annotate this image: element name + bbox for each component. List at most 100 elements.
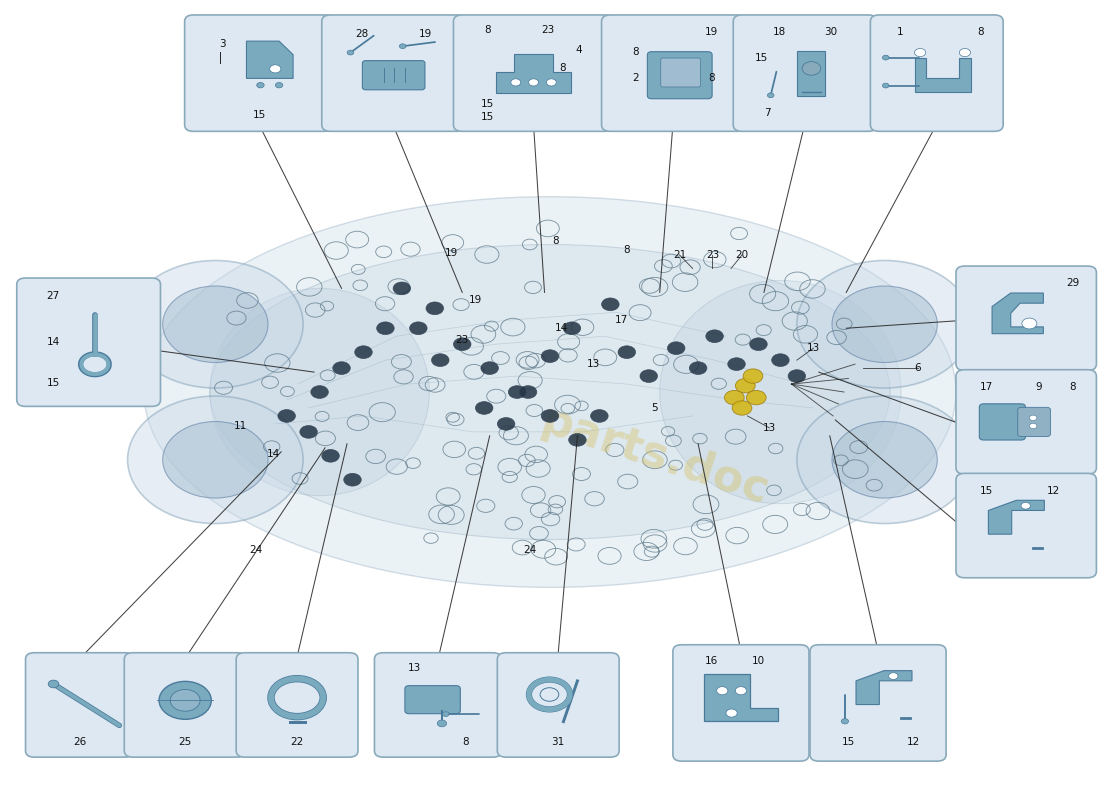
Circle shape (959, 49, 970, 57)
Circle shape (510, 78, 520, 86)
Circle shape (832, 286, 937, 362)
Text: 3: 3 (219, 39, 225, 49)
Circle shape (270, 65, 280, 73)
FancyBboxPatch shape (979, 404, 1025, 440)
Polygon shape (989, 500, 1044, 534)
Circle shape (733, 401, 752, 415)
Circle shape (1022, 318, 1037, 329)
Text: 16: 16 (705, 657, 718, 666)
Circle shape (725, 390, 745, 405)
Polygon shape (704, 674, 778, 722)
Circle shape (744, 369, 763, 383)
FancyBboxPatch shape (374, 653, 502, 757)
FancyBboxPatch shape (870, 15, 1003, 131)
Ellipse shape (210, 245, 890, 539)
Circle shape (376, 322, 394, 334)
Text: 23: 23 (706, 250, 719, 260)
Text: 20: 20 (736, 250, 749, 260)
FancyBboxPatch shape (25, 653, 134, 757)
Text: 24: 24 (524, 545, 537, 555)
Text: 19: 19 (419, 29, 432, 38)
Circle shape (128, 396, 304, 523)
FancyBboxPatch shape (956, 370, 1097, 474)
Text: 19: 19 (469, 294, 482, 305)
Circle shape (128, 261, 304, 388)
Circle shape (275, 82, 283, 88)
Circle shape (453, 338, 471, 350)
Circle shape (832, 422, 937, 498)
FancyBboxPatch shape (661, 58, 701, 87)
Text: 13: 13 (762, 423, 777, 433)
Text: 7: 7 (763, 107, 771, 118)
Circle shape (1021, 502, 1031, 509)
Circle shape (278, 410, 296, 422)
Circle shape (889, 673, 898, 679)
FancyBboxPatch shape (810, 645, 946, 761)
Circle shape (750, 338, 768, 350)
FancyBboxPatch shape (405, 686, 460, 714)
Text: 31: 31 (551, 737, 565, 746)
Polygon shape (914, 58, 970, 92)
Circle shape (519, 386, 537, 398)
Circle shape (426, 302, 443, 314)
Text: 8: 8 (559, 63, 565, 73)
Ellipse shape (660, 281, 901, 504)
Text: 25: 25 (178, 737, 191, 746)
Circle shape (160, 682, 211, 719)
Text: 13: 13 (587, 359, 601, 369)
Text: 15: 15 (482, 99, 495, 110)
Circle shape (1030, 415, 1037, 421)
Circle shape (563, 322, 581, 334)
Circle shape (541, 350, 559, 362)
FancyBboxPatch shape (1018, 407, 1050, 437)
Text: 1: 1 (896, 26, 903, 37)
Circle shape (788, 370, 805, 382)
Circle shape (393, 282, 410, 294)
Ellipse shape (144, 197, 956, 587)
Text: 8: 8 (1069, 382, 1076, 392)
Text: 14: 14 (267, 450, 280, 459)
Circle shape (802, 62, 821, 75)
Text: 8: 8 (977, 26, 983, 37)
Text: 21: 21 (673, 250, 686, 260)
Text: 13: 13 (806, 343, 820, 353)
FancyBboxPatch shape (734, 15, 877, 131)
Circle shape (256, 82, 264, 88)
FancyBboxPatch shape (322, 15, 465, 131)
Circle shape (768, 93, 774, 98)
Text: 27: 27 (46, 291, 59, 301)
Text: 8: 8 (624, 245, 630, 255)
FancyBboxPatch shape (648, 52, 712, 98)
Text: 15: 15 (842, 738, 855, 747)
Polygon shape (856, 670, 912, 705)
Circle shape (706, 330, 724, 342)
Circle shape (163, 422, 268, 498)
Circle shape (343, 474, 361, 486)
Circle shape (332, 362, 350, 374)
Circle shape (640, 370, 658, 382)
Circle shape (717, 686, 728, 694)
Circle shape (442, 712, 449, 717)
FancyBboxPatch shape (124, 653, 246, 757)
FancyBboxPatch shape (453, 15, 614, 131)
Text: 30: 30 (824, 26, 837, 37)
Text: 24: 24 (250, 545, 263, 555)
Circle shape (882, 83, 889, 88)
Text: 15: 15 (755, 53, 768, 62)
Text: 29: 29 (1066, 278, 1079, 289)
Circle shape (529, 78, 539, 86)
Circle shape (569, 434, 586, 446)
Text: 15: 15 (482, 112, 495, 122)
Text: 8: 8 (552, 235, 559, 246)
Text: 12: 12 (908, 738, 921, 747)
Circle shape (736, 378, 756, 393)
Text: 8: 8 (462, 737, 469, 746)
FancyBboxPatch shape (956, 266, 1097, 370)
Circle shape (842, 718, 848, 724)
Ellipse shape (210, 288, 429, 496)
Circle shape (726, 709, 737, 717)
Circle shape (438, 720, 447, 726)
Circle shape (497, 418, 515, 430)
Circle shape (771, 354, 789, 366)
Text: 8: 8 (632, 47, 639, 58)
